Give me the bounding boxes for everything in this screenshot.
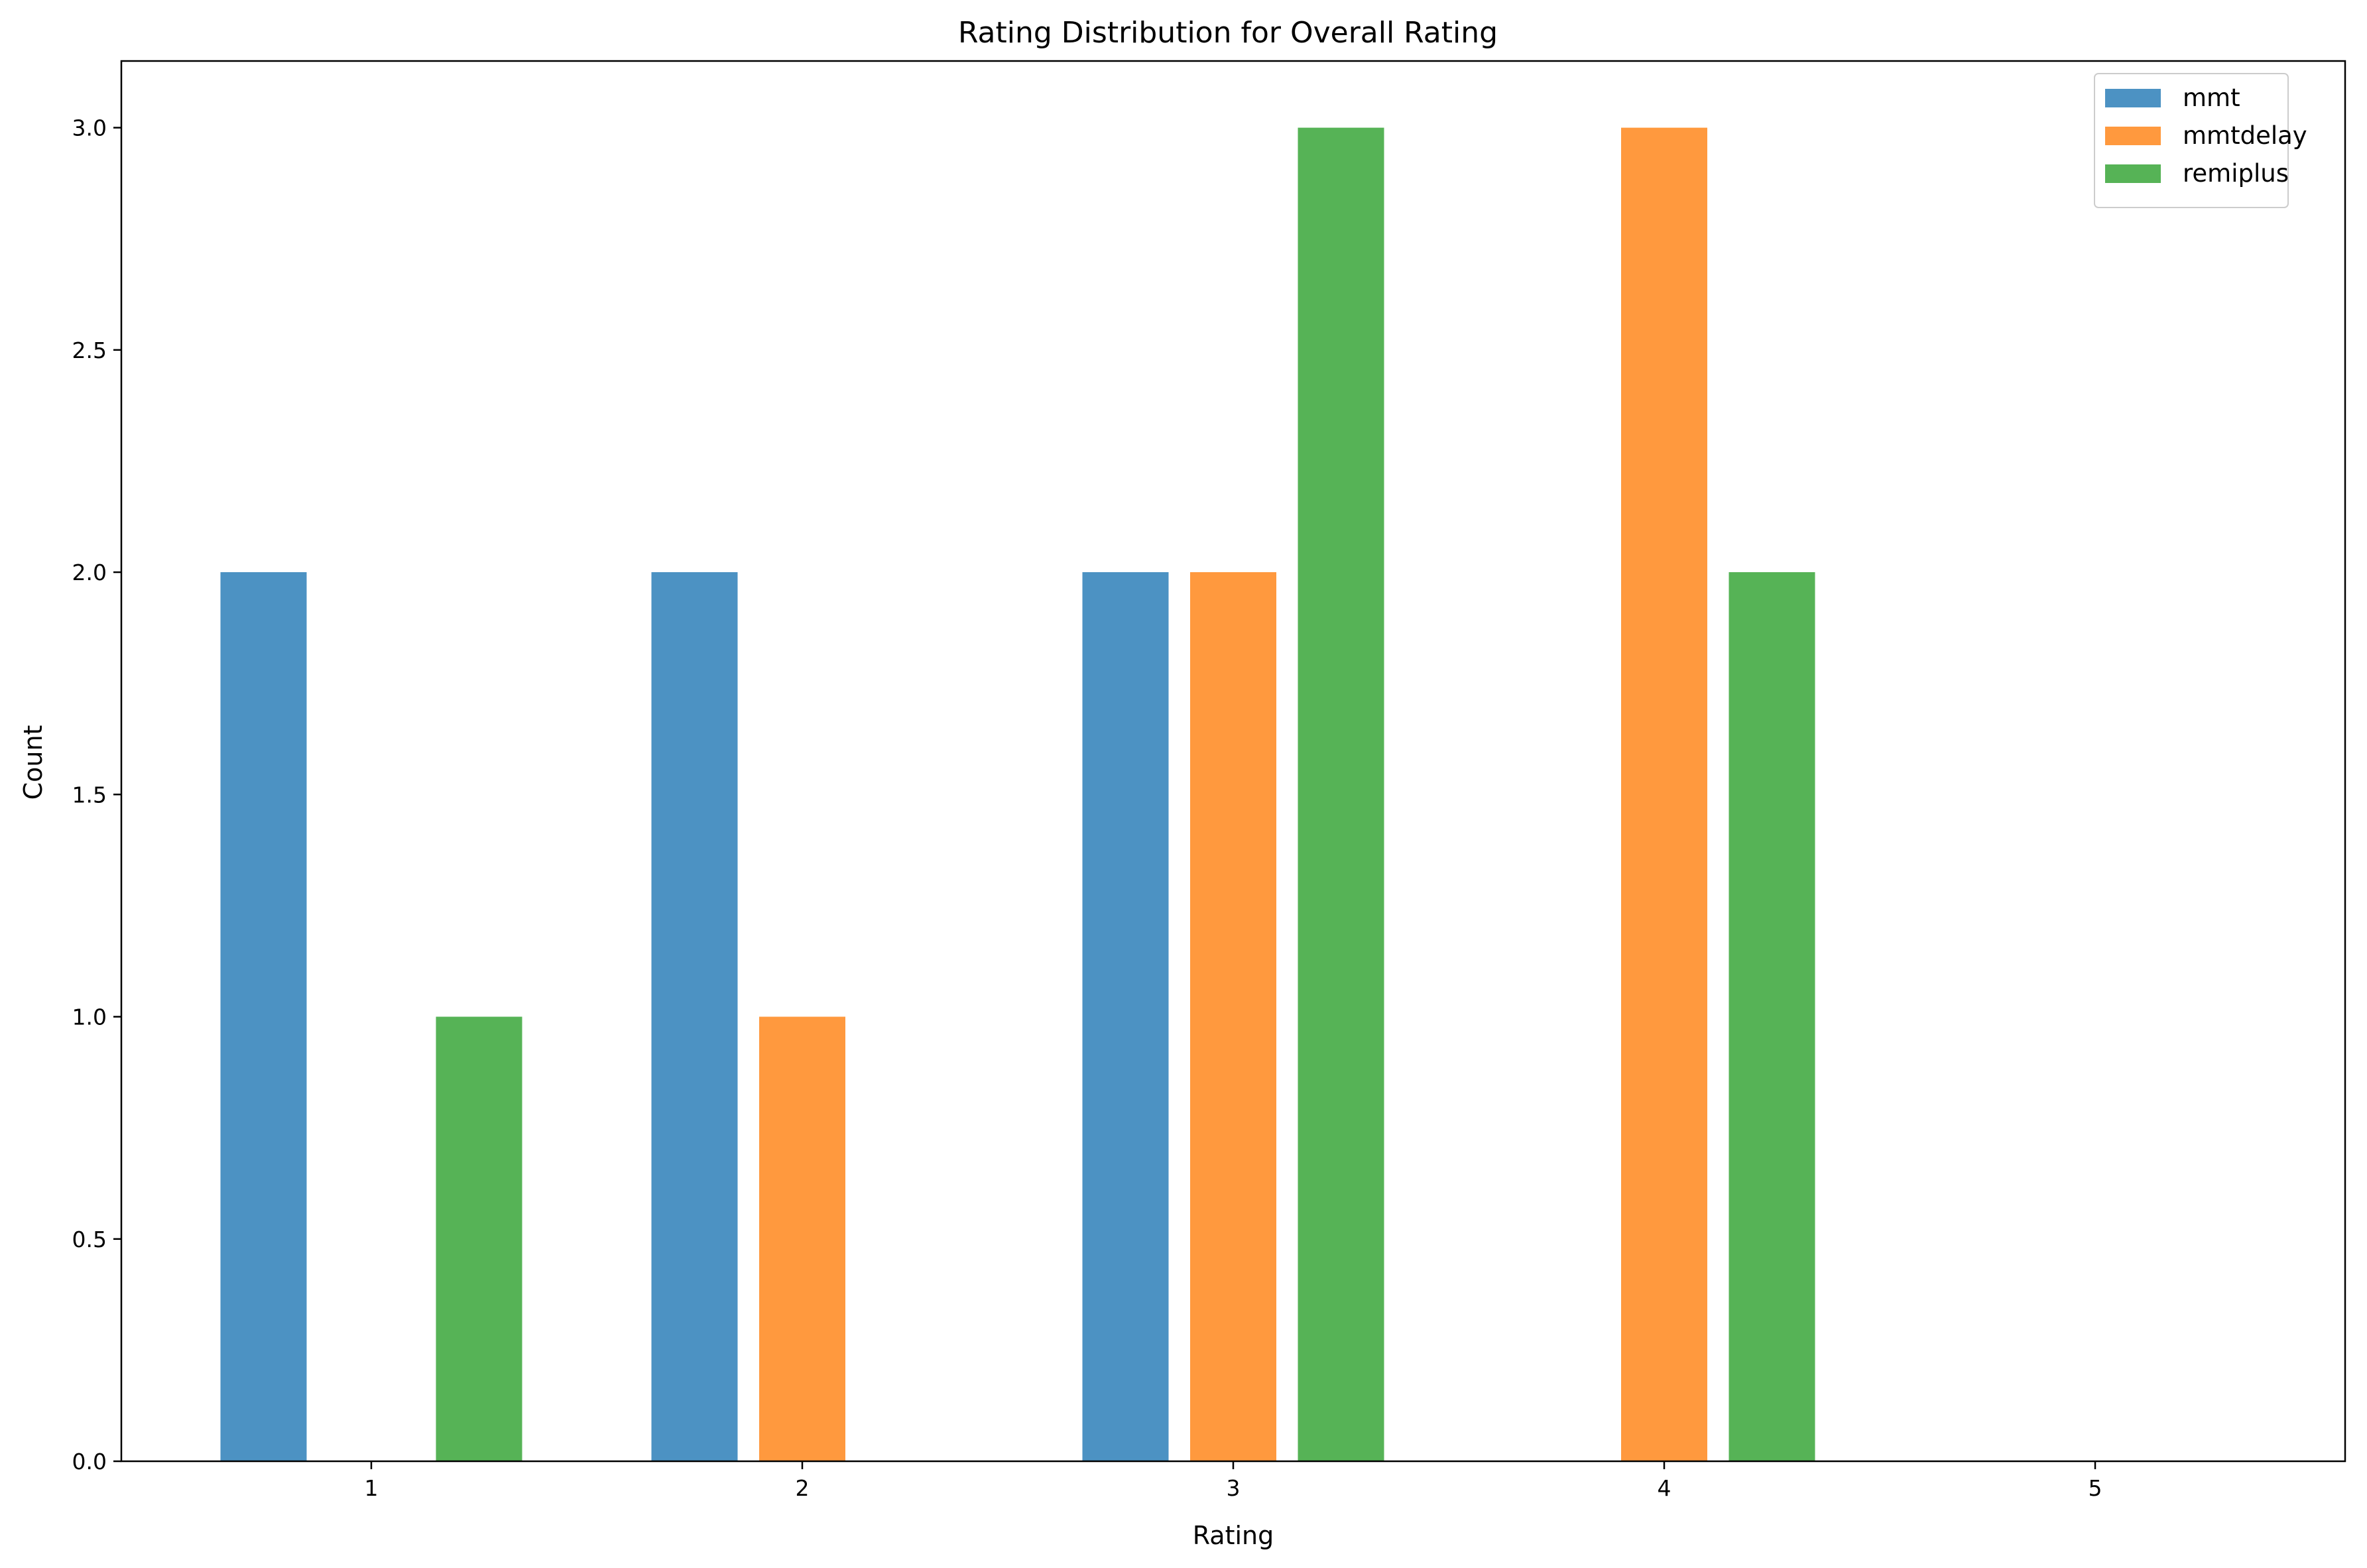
bar-remiplus-rating-1 [436,1016,522,1461]
y-tick-label: 2.0 [72,560,107,585]
legend-swatch-remiplus [2105,164,2161,183]
bar-mmt-rating-3 [1082,572,1169,1461]
legend-label-remiplus: remiplus [2183,159,2289,188]
bars-layer [220,127,1815,1462]
x-axis: 1 2 3 4 5 [365,1461,2102,1501]
chart-title: Rating Distribution for Overall Rating [958,16,1498,50]
bar-mmtdelay-rating-2 [759,1016,845,1461]
y-tick-label: 1.5 [72,782,107,808]
legend-label-mmtdelay: mmtdelay [2183,121,2307,150]
y-axis-label: Count [19,725,48,800]
y-tick-label: 2.5 [72,337,107,363]
y-tick-label: 1.0 [72,1004,107,1030]
x-tick-label: 4 [1658,1475,1671,1501]
bar-remiplus-rating-4 [1729,572,1815,1461]
x-tick-label: 2 [796,1475,810,1501]
legend: mmt mmtdelay remiplus [2094,73,2307,208]
y-tick-label: 3.0 [72,115,107,141]
bar-mmt-rating-1 [220,572,307,1461]
legend-swatch-mmtdelay [2105,127,2161,145]
y-axis: 0.0 0.5 1.0 1.5 2.0 2.5 3.0 [72,115,121,1475]
x-axis-label: Rating [1193,1521,1274,1550]
x-tick-label: 1 [365,1475,379,1501]
legend-swatch-mmt [2105,89,2161,107]
y-tick-label: 0.0 [72,1449,107,1475]
y-tick-label: 0.5 [72,1227,107,1252]
bar-mmtdelay-rating-4 [1621,127,1707,1462]
legend-label-mmt: mmt [2183,84,2240,112]
x-tick-label: 5 [2089,1475,2102,1501]
x-tick-label: 3 [1227,1475,1241,1501]
bar-remiplus-rating-3 [1298,127,1384,1462]
bar-mmt-rating-2 [651,572,738,1461]
bar-mmtdelay-rating-3 [1190,572,1276,1461]
